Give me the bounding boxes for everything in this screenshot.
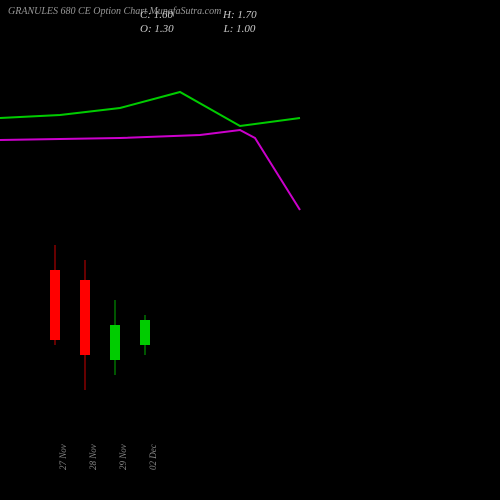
candle bbox=[110, 0, 120, 500]
indicator-lines bbox=[0, 0, 500, 500]
x-axis-label: 28 Nov bbox=[88, 444, 98, 470]
candle bbox=[140, 0, 150, 500]
candle bbox=[50, 0, 60, 500]
x-axis-label: 29 Nov bbox=[118, 444, 128, 470]
candle bbox=[80, 0, 90, 500]
x-axis-label: 27 Nov bbox=[58, 444, 68, 470]
x-axis-label: 02 Dec bbox=[148, 444, 158, 470]
